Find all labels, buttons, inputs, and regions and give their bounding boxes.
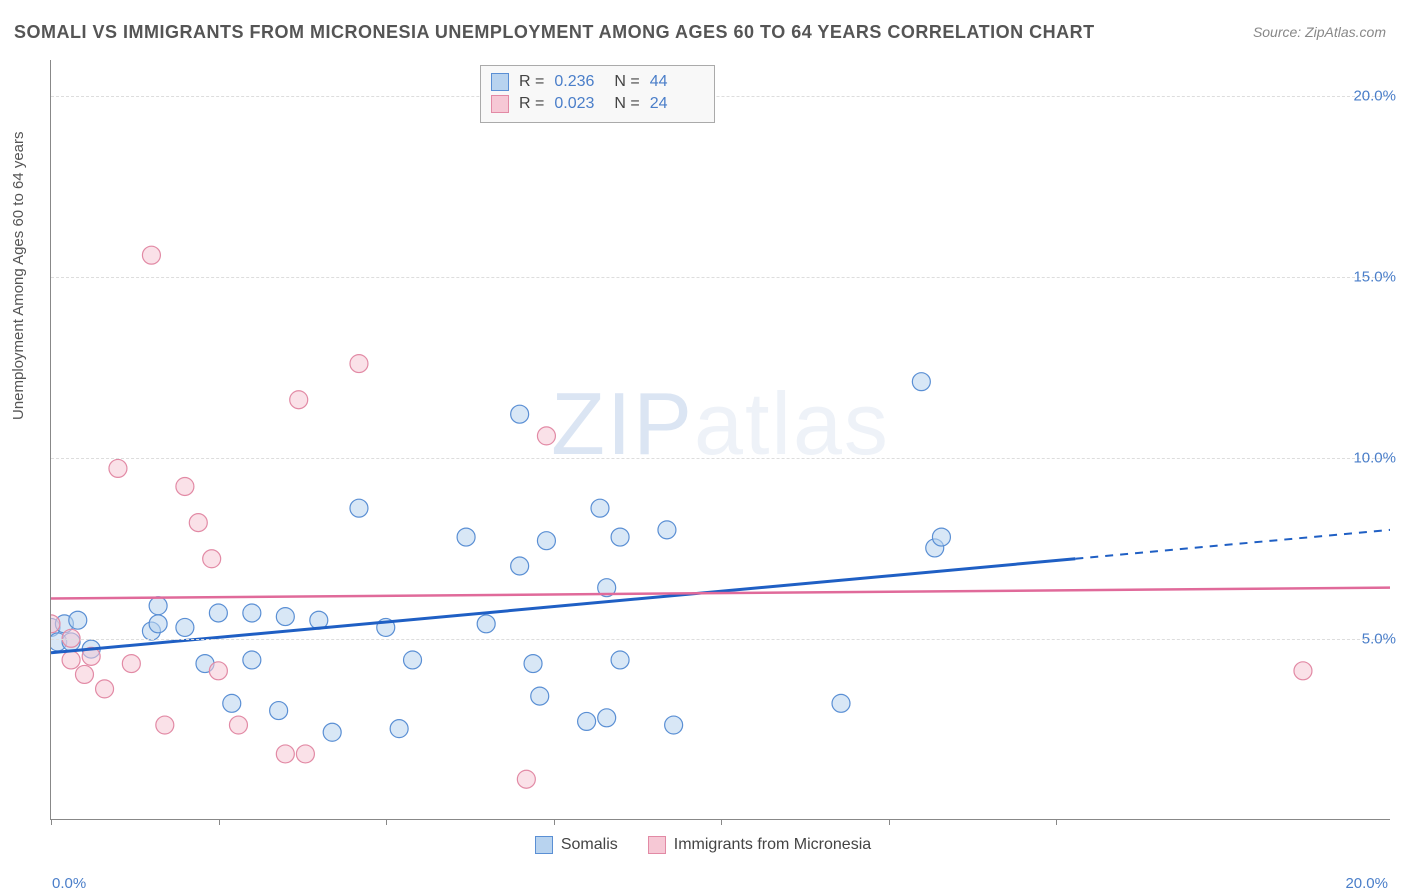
data-point [149, 597, 167, 615]
data-point [511, 405, 529, 423]
data-point [832, 694, 850, 712]
data-point [142, 246, 160, 264]
data-point [62, 651, 80, 669]
data-point [537, 427, 555, 445]
data-point [229, 716, 247, 734]
data-point [926, 539, 944, 557]
stat-row-somalis: R = 0.236 N = 44 [491, 71, 700, 93]
y-axis-label: Unemployment Among Ages 60 to 64 years [10, 131, 27, 420]
swatch-somalis [491, 73, 509, 91]
data-point [611, 651, 629, 669]
data-point [390, 720, 408, 738]
data-point [517, 770, 535, 788]
gridline [51, 639, 1390, 640]
data-point [51, 633, 67, 651]
data-point [243, 651, 261, 669]
data-point [310, 611, 328, 629]
data-point [323, 723, 341, 741]
legend-item-micronesia: Immigrants from Micronesia [648, 836, 871, 854]
data-point [350, 355, 368, 373]
data-point [122, 655, 140, 673]
x-axis-start-label: 0.0% [52, 875, 86, 892]
data-point [62, 633, 80, 651]
data-point [531, 687, 549, 705]
data-point [404, 651, 422, 669]
y-tick-label: 20.0% [1353, 88, 1396, 105]
data-point [51, 618, 60, 636]
data-point [912, 373, 930, 391]
watermark: ZIPatlas [551, 373, 890, 475]
data-point [578, 712, 596, 730]
data-point [209, 662, 227, 680]
data-point [665, 716, 683, 734]
swatch-micronesia [491, 95, 509, 113]
data-point [149, 615, 167, 633]
chart-title: SOMALI VS IMMIGRANTS FROM MICRONESIA UNE… [14, 22, 1095, 43]
y-tick-label: 15.0% [1353, 269, 1396, 286]
data-point [209, 604, 227, 622]
data-point [203, 550, 221, 568]
data-point [55, 615, 73, 633]
x-tick-mark [1056, 819, 1057, 825]
data-point [51, 615, 60, 633]
data-point [511, 557, 529, 575]
data-point [176, 618, 194, 636]
x-tick-mark [721, 819, 722, 825]
data-point [223, 694, 241, 712]
stat-row-micronesia: R = 0.023 N = 24 [491, 93, 700, 115]
data-point [524, 655, 542, 673]
data-point [350, 499, 368, 517]
scatter-svg [51, 60, 1390, 819]
gridline [51, 96, 1390, 97]
data-point [196, 655, 214, 673]
x-tick-mark [554, 819, 555, 825]
data-point [1294, 662, 1312, 680]
data-point [176, 477, 194, 495]
data-point [591, 499, 609, 517]
data-point [109, 459, 127, 477]
data-point [932, 528, 950, 546]
swatch-somalis [535, 836, 553, 854]
legend-item-somalis: Somalis [535, 836, 618, 854]
x-tick-mark [51, 819, 52, 825]
data-point [243, 604, 261, 622]
source-attribution: Source: ZipAtlas.com [1253, 24, 1386, 40]
data-point [658, 521, 676, 539]
data-point [270, 702, 288, 720]
chart-container: SOMALI VS IMMIGRANTS FROM MICRONESIA UNE… [0, 0, 1406, 892]
data-point [296, 745, 314, 763]
stat-legend: R = 0.236 N = 44 R = 0.023 N = 24 [480, 65, 715, 123]
data-point [611, 528, 629, 546]
data-point [598, 579, 616, 597]
gridline [51, 458, 1390, 459]
data-point [276, 745, 294, 763]
data-point [82, 640, 100, 658]
data-point [82, 647, 100, 665]
y-tick-label: 10.0% [1353, 450, 1396, 467]
data-point [75, 665, 93, 683]
data-point [156, 716, 174, 734]
data-point [477, 615, 495, 633]
regression-line [51, 588, 1390, 599]
data-point [537, 532, 555, 550]
regression-line-dashed [1075, 530, 1390, 559]
x-axis-end-label: 20.0% [1345, 875, 1388, 892]
x-tick-mark [219, 819, 220, 825]
data-point [457, 528, 475, 546]
data-point [598, 709, 616, 727]
data-point [290, 391, 308, 409]
data-point [189, 514, 207, 532]
y-tick-label: 5.0% [1362, 631, 1396, 648]
plot-area: ZIPatlas [50, 60, 1390, 820]
data-point [276, 608, 294, 626]
x-tick-mark [889, 819, 890, 825]
swatch-micronesia [648, 836, 666, 854]
x-tick-mark [386, 819, 387, 825]
data-point [69, 611, 87, 629]
bottom-legend: Somalis Immigrants from Micronesia [0, 836, 1406, 854]
data-point [142, 622, 160, 640]
gridline [51, 277, 1390, 278]
data-point [377, 618, 395, 636]
data-point [96, 680, 114, 698]
